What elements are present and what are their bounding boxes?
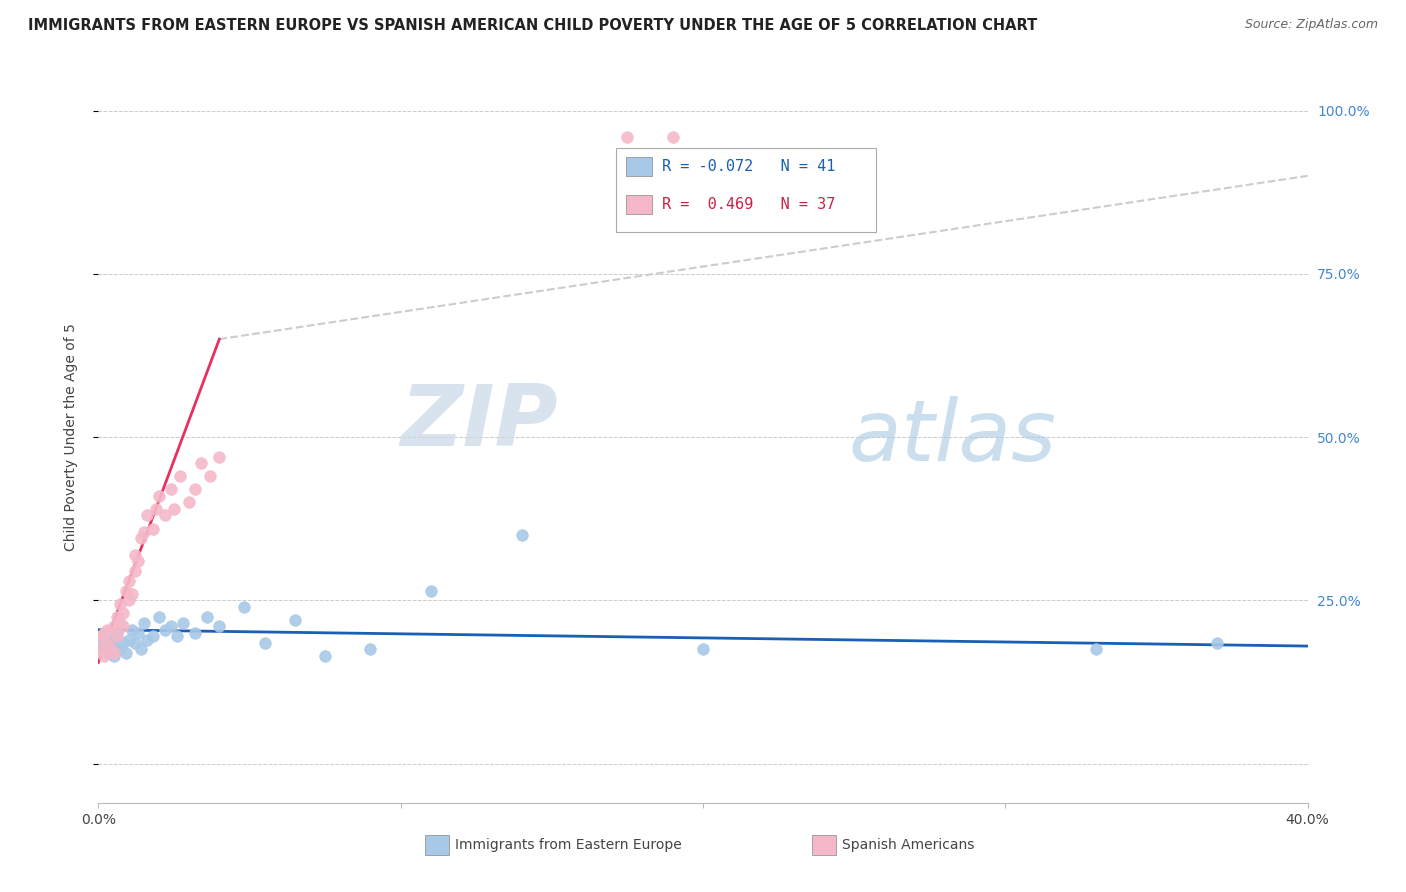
Point xyxy=(172,616,194,631)
Point xyxy=(103,646,125,660)
Text: Immigrants from Eastern Europe: Immigrants from Eastern Europe xyxy=(456,838,682,852)
Point xyxy=(253,636,276,650)
Point xyxy=(93,639,115,653)
Point xyxy=(200,469,222,483)
Point xyxy=(132,616,155,631)
Point xyxy=(124,548,146,562)
Text: Source: ZipAtlas.com: Source: ZipAtlas.com xyxy=(1244,18,1378,31)
Point xyxy=(127,626,149,640)
Point xyxy=(1085,642,1108,657)
Point xyxy=(208,619,231,633)
Point xyxy=(103,648,125,663)
Point xyxy=(142,629,165,643)
Point xyxy=(166,629,188,643)
Point xyxy=(160,619,183,633)
Text: R =  0.469   N = 37: R = 0.469 N = 37 xyxy=(662,197,835,212)
Point xyxy=(100,642,122,657)
Point xyxy=(105,629,128,643)
Point xyxy=(360,642,382,657)
Point xyxy=(129,642,152,657)
Point xyxy=(145,502,167,516)
Point xyxy=(135,632,157,647)
Point xyxy=(105,609,128,624)
Point xyxy=(661,129,683,144)
Point xyxy=(108,597,131,611)
Point xyxy=(184,626,207,640)
Point xyxy=(96,623,118,637)
Point xyxy=(142,521,165,535)
Point xyxy=(118,593,141,607)
Point xyxy=(111,619,134,633)
Point xyxy=(90,629,112,643)
Point xyxy=(510,528,533,542)
Point xyxy=(1206,636,1229,650)
Point xyxy=(616,129,638,144)
Point xyxy=(96,646,118,660)
Point xyxy=(93,648,115,663)
Point xyxy=(135,508,157,523)
Point xyxy=(153,623,176,637)
Point xyxy=(118,574,141,588)
Point xyxy=(114,583,136,598)
Point xyxy=(184,483,207,497)
Point xyxy=(108,642,131,657)
Point xyxy=(118,632,141,647)
Point xyxy=(195,609,218,624)
Text: atlas: atlas xyxy=(848,395,1056,479)
Point xyxy=(90,642,112,657)
Point xyxy=(96,626,118,640)
Point xyxy=(111,607,134,621)
Point xyxy=(100,636,122,650)
Point xyxy=(153,508,176,523)
Point xyxy=(93,629,115,643)
Point xyxy=(190,456,212,470)
Point xyxy=(121,587,143,601)
Bar xyxy=(811,835,837,855)
Bar xyxy=(425,835,449,855)
Point xyxy=(105,639,128,653)
Point xyxy=(314,648,336,663)
Point xyxy=(111,636,134,650)
FancyBboxPatch shape xyxy=(616,148,876,232)
Point xyxy=(232,599,254,614)
Point xyxy=(100,642,122,657)
Point xyxy=(90,642,112,657)
Point xyxy=(103,629,125,643)
Point xyxy=(105,626,128,640)
Y-axis label: Child Poverty Under the Age of 5: Child Poverty Under the Age of 5 xyxy=(63,323,77,551)
Point xyxy=(124,636,146,650)
Point xyxy=(179,495,201,509)
Point xyxy=(93,626,115,640)
Point xyxy=(129,531,152,545)
Point xyxy=(420,583,443,598)
Point xyxy=(127,554,149,568)
Point xyxy=(124,564,146,578)
Point xyxy=(132,524,155,539)
Text: Spanish Americans: Spanish Americans xyxy=(842,838,974,852)
Point xyxy=(121,623,143,637)
Text: IMMIGRANTS FROM EASTERN EUROPE VS SPANISH AMERICAN CHILD POVERTY UNDER THE AGE O: IMMIGRANTS FROM EASTERN EUROPE VS SPANIS… xyxy=(28,18,1038,33)
Bar xyxy=(626,157,652,176)
Point xyxy=(103,619,125,633)
Point xyxy=(208,450,231,464)
Bar xyxy=(626,195,652,214)
Point xyxy=(163,502,186,516)
Text: ZIP: ZIP xyxy=(401,381,558,464)
Point xyxy=(160,483,183,497)
Text: R = -0.072   N = 41: R = -0.072 N = 41 xyxy=(662,159,835,174)
Point xyxy=(692,642,714,657)
Point xyxy=(108,616,131,631)
Point xyxy=(96,636,118,650)
Point xyxy=(114,646,136,660)
Point xyxy=(148,609,170,624)
Point xyxy=(169,469,191,483)
Point xyxy=(284,613,307,627)
Point xyxy=(90,636,112,650)
Point xyxy=(148,489,170,503)
